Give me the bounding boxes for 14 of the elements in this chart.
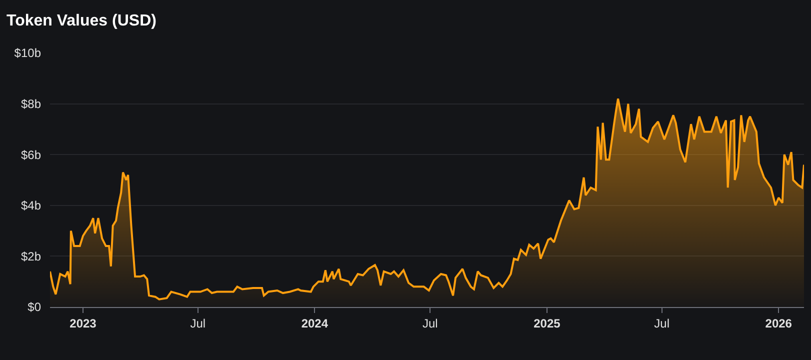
- y-tick-label: $4b: [20, 198, 42, 213]
- x-tick-label: 2026: [765, 316, 792, 330]
- chart-title: Token Values (USD): [6, 12, 156, 30]
- x-tick-label: 2025: [534, 316, 561, 330]
- y-tick-label: $2b: [20, 249, 42, 264]
- y-tick-label: $10b: [14, 46, 42, 60]
- y-tick-label: $0: [28, 300, 42, 314]
- x-tick-label: Jul: [190, 316, 206, 330]
- x-tick-label: 2023: [70, 316, 97, 330]
- x-tick-label: 2024: [301, 316, 328, 330]
- y-tick-label: $8b: [20, 97, 42, 111]
- x-tick-label: Jul: [422, 316, 438, 330]
- y-tick-label: $6b: [20, 148, 42, 162]
- x-tick-label: Jul: [654, 316, 670, 330]
